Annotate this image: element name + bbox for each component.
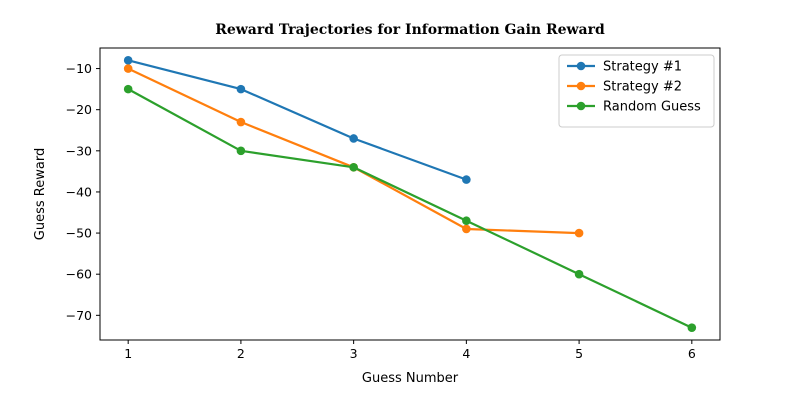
legend-label: Strategy #1 <box>603 60 682 75</box>
legend-label: Random Guess <box>603 100 701 115</box>
data-point <box>123 84 133 94</box>
data-point <box>236 84 246 94</box>
x-tick-label: 6 <box>688 346 696 361</box>
data-point <box>462 216 471 226</box>
plot-content <box>123 56 697 332</box>
data-point <box>574 228 584 238</box>
legend-entry: Strategy #1 <box>567 60 682 75</box>
series-1 <box>123 56 471 184</box>
x-axis-label: Guess Number <box>362 371 459 386</box>
y-axis-label: Guess Reward <box>33 148 48 240</box>
data-point <box>123 64 133 73</box>
data-point <box>462 175 471 184</box>
y-tick-label: −50 <box>66 226 92 241</box>
data-point <box>236 117 246 127</box>
y-tick-label: −30 <box>66 143 92 158</box>
data-point <box>574 269 584 279</box>
y-tick-label: −10 <box>66 61 92 76</box>
legend-marker <box>576 101 586 111</box>
series-3 <box>123 84 697 332</box>
x-tick-label: 2 <box>237 346 245 361</box>
plot-frame <box>99 47 721 341</box>
legend-box <box>558 54 715 128</box>
legend-marker <box>576 81 586 91</box>
legend: Strategy #1 Strategy #2 Random Guess <box>558 54 715 128</box>
y-tick-label: −40 <box>66 184 92 199</box>
data-point <box>349 134 358 143</box>
legend-marker <box>576 61 586 71</box>
data-point <box>687 323 697 332</box>
legend-label: Strategy #2 <box>603 80 682 95</box>
x-tick-label: 3 <box>350 346 358 361</box>
x-tick-label: 1 <box>124 346 132 361</box>
legend-entry: Strategy #2 <box>567 80 682 95</box>
data-point <box>349 162 358 172</box>
x-axis: 1 2 3 4 5 6 <box>124 340 696 361</box>
series-line <box>127 67 581 235</box>
y-tick-label: −60 <box>66 267 92 282</box>
series-line <box>127 87 693 329</box>
chart-title: Reward Trajectories for Information Gain… <box>215 22 605 38</box>
data-point <box>462 224 471 234</box>
series-2 <box>123 64 584 238</box>
data-point <box>236 146 246 156</box>
y-axis: −10 −20 −30 −40 −50 −60 −70 <box>66 61 100 323</box>
y-tick-label: −20 <box>66 102 92 117</box>
legend-entry: Random Guess <box>567 100 701 115</box>
y-tick-label: −70 <box>66 308 92 323</box>
data-point <box>123 56 133 65</box>
x-tick-label: 4 <box>462 346 470 361</box>
series-line <box>127 59 468 181</box>
x-tick-label: 5 <box>575 346 583 361</box>
